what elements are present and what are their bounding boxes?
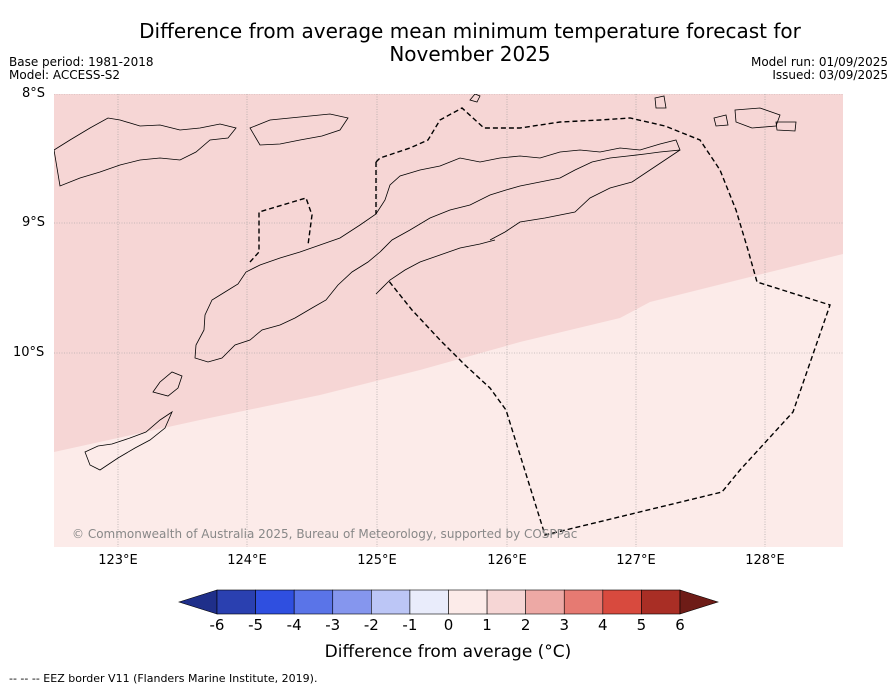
colorbar-tick-label: -3 — [325, 616, 341, 634]
colorbar-segment — [255, 589, 295, 615]
model-run: Model run: 01/09/2025 — [750, 55, 888, 69]
sabu-island — [84, 410, 173, 471]
north-island-3 — [713, 114, 729, 127]
colorbar-tick-label: 5 — [636, 616, 647, 634]
colorbar-tick-label: -1 — [402, 616, 418, 634]
issued-date: Issued: 03/09/2025 — [772, 68, 888, 82]
colorbar-tick-label: 3 — [559, 616, 570, 634]
colorbar-segment — [448, 589, 488, 615]
meta-right: Model run: 01/09/2025 Issued: 03/09/2025 — [751, 56, 888, 82]
colorbar-segment — [602, 589, 642, 615]
graticule — [54, 94, 843, 547]
band-1-2 — [54, 94, 843, 452]
colorbar-tick-label: 2 — [520, 616, 531, 634]
colorbar-tick-label: -4 — [286, 616, 302, 634]
title-line-1: Difference from average mean minimum tem… — [139, 19, 801, 43]
eez-border — [249, 107, 831, 536]
colorbar-segment — [525, 589, 565, 615]
colorbar-tick-label: -5 — [248, 616, 264, 634]
colorbar-segment — [641, 589, 681, 615]
lon-label-124e: 124°E — [227, 553, 267, 568]
colorbar — [178, 589, 719, 615]
colorbar-tick-label: 1 — [482, 616, 492, 634]
colorbar-segment — [486, 589, 526, 615]
flores-coast — [54, 117, 237, 187]
colorbar-tick-label: 0 — [443, 616, 454, 634]
lon-label-123e: 123°E — [98, 553, 138, 568]
colorbar-low-arrow — [178, 589, 218, 615]
colorbar-segment — [332, 589, 372, 615]
north-island-5 — [469, 94, 481, 103]
base-period: Base period: 1981-2018 — [9, 55, 154, 69]
title-line-2: November 2025 — [389, 42, 551, 66]
colorbar-segment — [371, 589, 411, 615]
lon-label-127e: 127°E — [616, 553, 656, 568]
colorbar-segment — [216, 589, 256, 615]
lon-label-128e: 128°E — [745, 553, 785, 568]
colorbar-segment — [563, 589, 604, 615]
colorbar-tick-label: -2 — [363, 616, 379, 634]
alor-island — [249, 113, 349, 146]
colorbar-segment — [409, 589, 449, 615]
map-title: Difference from average mean minimum tem… — [90, 20, 850, 66]
colorbar-tick-label: 6 — [675, 616, 685, 634]
colorbar-tick-label: -6 — [209, 616, 225, 634]
meta-left: Base period: 1981-2018 Model: ACCESS-S2 — [9, 56, 154, 82]
lat-label-10s: 10°S — [13, 345, 45, 360]
model-name: Model: ACCESS-S2 — [9, 68, 121, 82]
colorbar-tick-label: 4 — [598, 616, 608, 634]
north-island-2 — [734, 107, 781, 129]
colorbar-high-arrow — [679, 589, 719, 615]
south-coast — [375, 239, 496, 295]
timor-island — [194, 139, 681, 363]
lat-label-9s: 9°S — [22, 215, 46, 230]
north-island-4 — [775, 121, 797, 132]
copyright-notice: © Commonwealth of Australia 2025, Bureau… — [72, 527, 578, 541]
coastline — [54, 94, 797, 471]
eez-footnote: -- -- -- EEZ border V11 (Flanders Marine… — [9, 672, 318, 685]
wetar-island — [489, 149, 681, 241]
rote-island — [152, 371, 183, 397]
colorbar-title: Difference from average (°C) — [324, 642, 572, 662]
colorbar-segment — [293, 589, 334, 615]
lon-label-125e: 125°E — [357, 553, 397, 568]
lat-label-8s: 8°S — [22, 86, 46, 101]
north-island-1 — [654, 95, 667, 109]
lon-label-126e: 126°E — [487, 553, 527, 568]
